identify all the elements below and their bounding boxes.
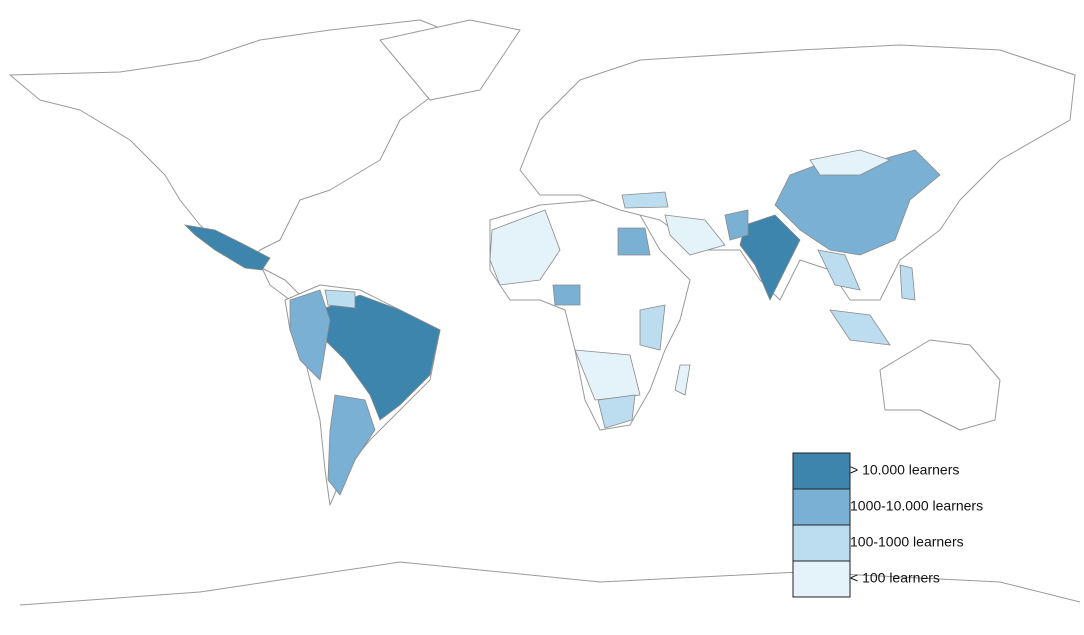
legend-label: 100-1000 learners [850,534,964,550]
legend-swatch [792,488,851,526]
legend-label: < 100 learners [850,570,940,586]
mongolia [809,149,892,176]
nigeria [552,284,581,306]
west-africa [489,209,561,286]
peru-colombia [289,289,331,381]
legend-swatch [792,560,851,598]
egypt [617,227,651,256]
india [739,214,801,301]
legend-swatch [792,524,851,562]
south-africa [597,394,636,429]
legend-label: > 10.000 learners [850,462,959,478]
venezuela [324,289,356,309]
brazil [319,294,441,421]
argentina [327,394,376,496]
madagascar [674,364,691,396]
turkey [621,191,669,209]
philippines [899,264,916,301]
pakistan [724,209,749,241]
indonesia [829,309,891,346]
arabia [664,214,726,256]
north-america [9,19,471,263]
greenland [379,19,521,101]
continents [9,19,1081,606]
countries [183,149,941,496]
central-america [261,267,301,301]
east-africa [639,304,666,351]
legend-swatch [792,452,851,490]
legend-label: 1000-10.000 learners [850,498,983,514]
southeast-asia [817,249,861,291]
mexico [183,224,271,271]
australia [879,339,1001,431]
southern-africa [574,349,641,401]
legend: > 10.000 learners 1000-10.000 learners 100… [792,452,983,598]
